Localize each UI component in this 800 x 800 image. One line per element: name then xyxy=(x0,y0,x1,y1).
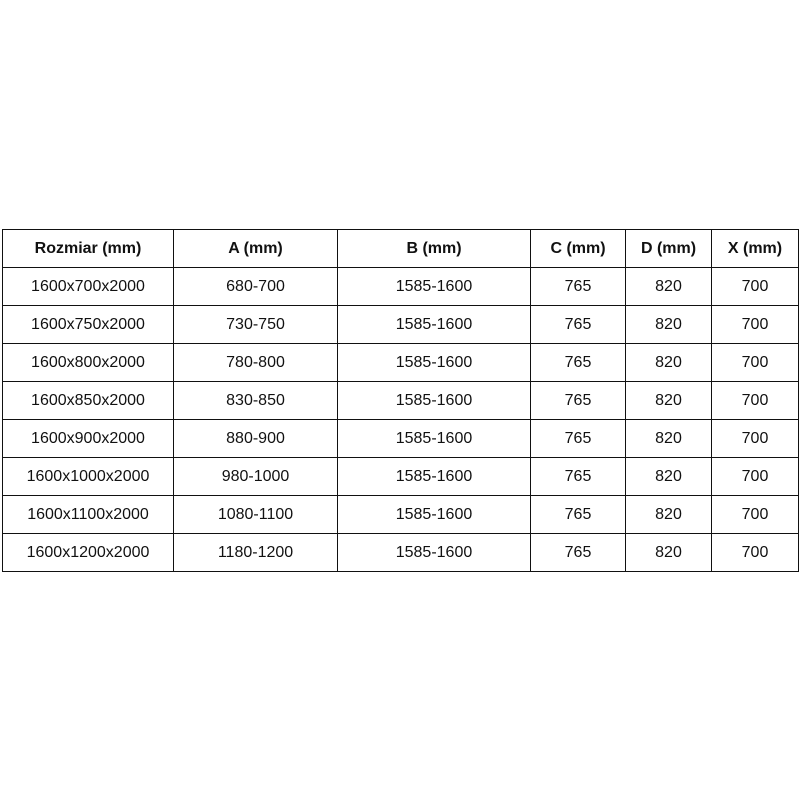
table-cell: 1585-1600 xyxy=(337,495,531,534)
table-cell: 765 xyxy=(530,343,626,382)
table-cell: 1585-1600 xyxy=(337,457,531,496)
table-cell: 820 xyxy=(625,495,712,534)
table-cell: 1600x900x2000 xyxy=(2,419,174,458)
table-cell: 780-800 xyxy=(173,343,338,382)
table-row: 1600x800x2000 780-800 1585-1600 765 820 700 xyxy=(2,343,799,382)
table-cell: 1585-1600 xyxy=(337,533,531,572)
table-cell: 1600x700x2000 xyxy=(2,267,174,306)
table-cell: 820 xyxy=(625,381,712,420)
table-cell: 700 xyxy=(711,457,799,496)
table-cell: 700 xyxy=(711,305,799,344)
table-cell: 1600x850x2000 xyxy=(2,381,174,420)
table-cell: 980-1000 xyxy=(173,457,338,496)
table-row: 1600x750x2000 730-750 1585-1600 765 820 700 xyxy=(2,305,799,344)
column-header: B (mm) xyxy=(337,229,531,268)
table-row: 1600x1100x2000 1080-1100 1585-1600 765 820 70… xyxy=(2,495,799,534)
table-cell: 765 xyxy=(530,305,626,344)
table-cell: 1585-1600 xyxy=(337,419,531,458)
table-cell: 1585-1600 xyxy=(337,381,531,420)
table-cell: 1600x750x2000 xyxy=(2,305,174,344)
table-cell: 700 xyxy=(711,495,799,534)
table-cell: 1600x1100x2000 xyxy=(2,495,174,534)
column-header: C (mm) xyxy=(530,229,626,268)
table-cell: 820 xyxy=(625,305,712,344)
table-row: 1600x1200x2000 1180-1200 1585-1600 765 820 70… xyxy=(2,533,799,572)
column-header: X (mm) xyxy=(711,229,799,268)
table-cell: 820 xyxy=(625,419,712,458)
table-cell: 1585-1600 xyxy=(337,343,531,382)
table-cell: 1180-1200 xyxy=(173,533,338,572)
table-cell: 1585-1600 xyxy=(337,305,531,344)
table-cell: 820 xyxy=(625,533,712,572)
table-cell: 820 xyxy=(625,267,712,306)
table-cell: 820 xyxy=(625,343,712,382)
column-header: A (mm) xyxy=(173,229,338,268)
table-cell: 700 xyxy=(711,533,799,572)
dimensions-table: Rozmiar (mm) A (mm) B (mm) C (mm) D (mm) X (m… xyxy=(2,229,799,572)
table-cell: 700 xyxy=(711,381,799,420)
table-cell: 1600x1200x2000 xyxy=(2,533,174,572)
table-cell: 765 xyxy=(530,457,626,496)
table-row: 1600x1000x2000 980-1000 1585-1600 765 820 700 xyxy=(2,457,799,496)
table-cell: 765 xyxy=(530,495,626,534)
table-cell: 730-750 xyxy=(173,305,338,344)
table-cell: 1080-1100 xyxy=(173,495,338,534)
table-cell: 700 xyxy=(711,419,799,458)
table-cell: 765 xyxy=(530,267,626,306)
table-cell: 830-850 xyxy=(173,381,338,420)
table-cell: 1600x800x2000 xyxy=(2,343,174,382)
table-cell: 820 xyxy=(625,457,712,496)
column-header: D (mm) xyxy=(625,229,712,268)
table-row: 1600x850x2000 830-850 1585-1600 765 820 700 xyxy=(2,381,799,420)
table-cell: 1585-1600 xyxy=(337,267,531,306)
column-header: Rozmiar (mm) xyxy=(2,229,174,268)
table-cell: 700 xyxy=(711,343,799,382)
table-row: 1600x900x2000 880-900 1585-1600 765 820 700 xyxy=(2,419,799,458)
table-cell: 765 xyxy=(530,381,626,420)
header-row: Rozmiar (mm) A (mm) B (mm) C (mm) D (mm) X (m… xyxy=(2,229,799,268)
table-cell: 700 xyxy=(711,267,799,306)
table-cell: 765 xyxy=(530,533,626,572)
table-body: 1600x700x2000 680-700 1585-1600 765 820 700 16… xyxy=(2,267,799,572)
table-cell: 680-700 xyxy=(173,267,338,306)
table-cell: 765 xyxy=(530,419,626,458)
table-cell: 1600x1000x2000 xyxy=(2,457,174,496)
table-row: 1600x700x2000 680-700 1585-1600 765 820 700 xyxy=(2,267,799,306)
table-cell: 880-900 xyxy=(173,419,338,458)
